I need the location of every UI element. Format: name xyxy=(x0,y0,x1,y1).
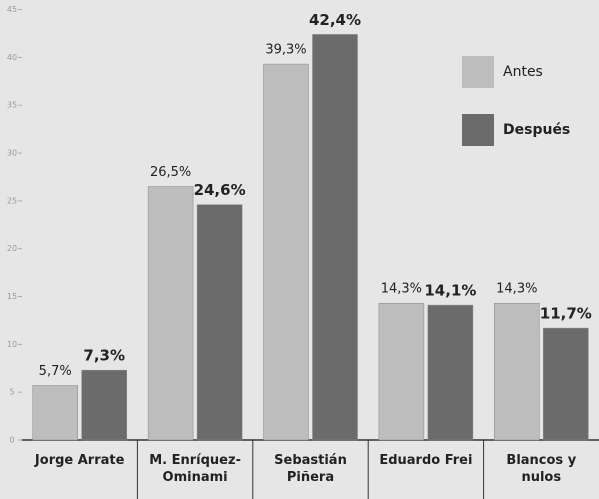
y-tick-label: 0 xyxy=(9,436,14,445)
bar xyxy=(263,63,309,441)
x-tick-label: Jorge Arrate xyxy=(34,453,125,468)
y-tick-label: 15 xyxy=(7,292,17,301)
y-tick-label: 40 xyxy=(7,53,17,62)
value-label: 24,6% xyxy=(194,181,246,199)
legend-swatch xyxy=(462,56,494,88)
value-label: 14,1% xyxy=(424,282,476,300)
x-tick-label: Sebastián Piñera xyxy=(274,453,347,485)
x-tick-label: M. Enríquez-Ominami xyxy=(149,453,241,485)
bar xyxy=(196,204,243,441)
x-tick-label: Eduardo Frei xyxy=(379,453,473,468)
legend-swatch xyxy=(462,114,494,146)
value-label: 26,5% xyxy=(150,165,191,180)
y-tick-label: 45 xyxy=(7,5,17,14)
value-label: 7,3% xyxy=(83,347,125,365)
y-tick-label: 25 xyxy=(7,196,17,205)
value-label: 42,4% xyxy=(309,11,361,29)
bar xyxy=(378,302,425,441)
y-tick-label: 30 xyxy=(7,149,17,158)
bar xyxy=(81,369,127,441)
y-tick-label: 10 xyxy=(7,340,17,349)
y-tick-label: 35 xyxy=(7,101,17,110)
bar xyxy=(312,34,358,441)
x-tick-label: Blancos y nulos xyxy=(506,453,577,485)
value-label: 11,7% xyxy=(540,305,592,323)
value-label: 39,3% xyxy=(265,43,306,58)
y-tick-label: 5 xyxy=(9,388,14,397)
bar xyxy=(147,186,194,441)
bar xyxy=(427,304,474,441)
y-tick-label: 20 xyxy=(7,244,17,253)
bar xyxy=(543,327,589,441)
value-label: 14,3% xyxy=(496,282,537,297)
value-label: 14,3% xyxy=(381,282,422,297)
bar xyxy=(494,302,540,441)
legend-label: Después xyxy=(503,122,570,138)
value-label: 5,7% xyxy=(39,364,72,379)
legend-label: Antes xyxy=(503,64,543,80)
bar xyxy=(32,385,78,441)
